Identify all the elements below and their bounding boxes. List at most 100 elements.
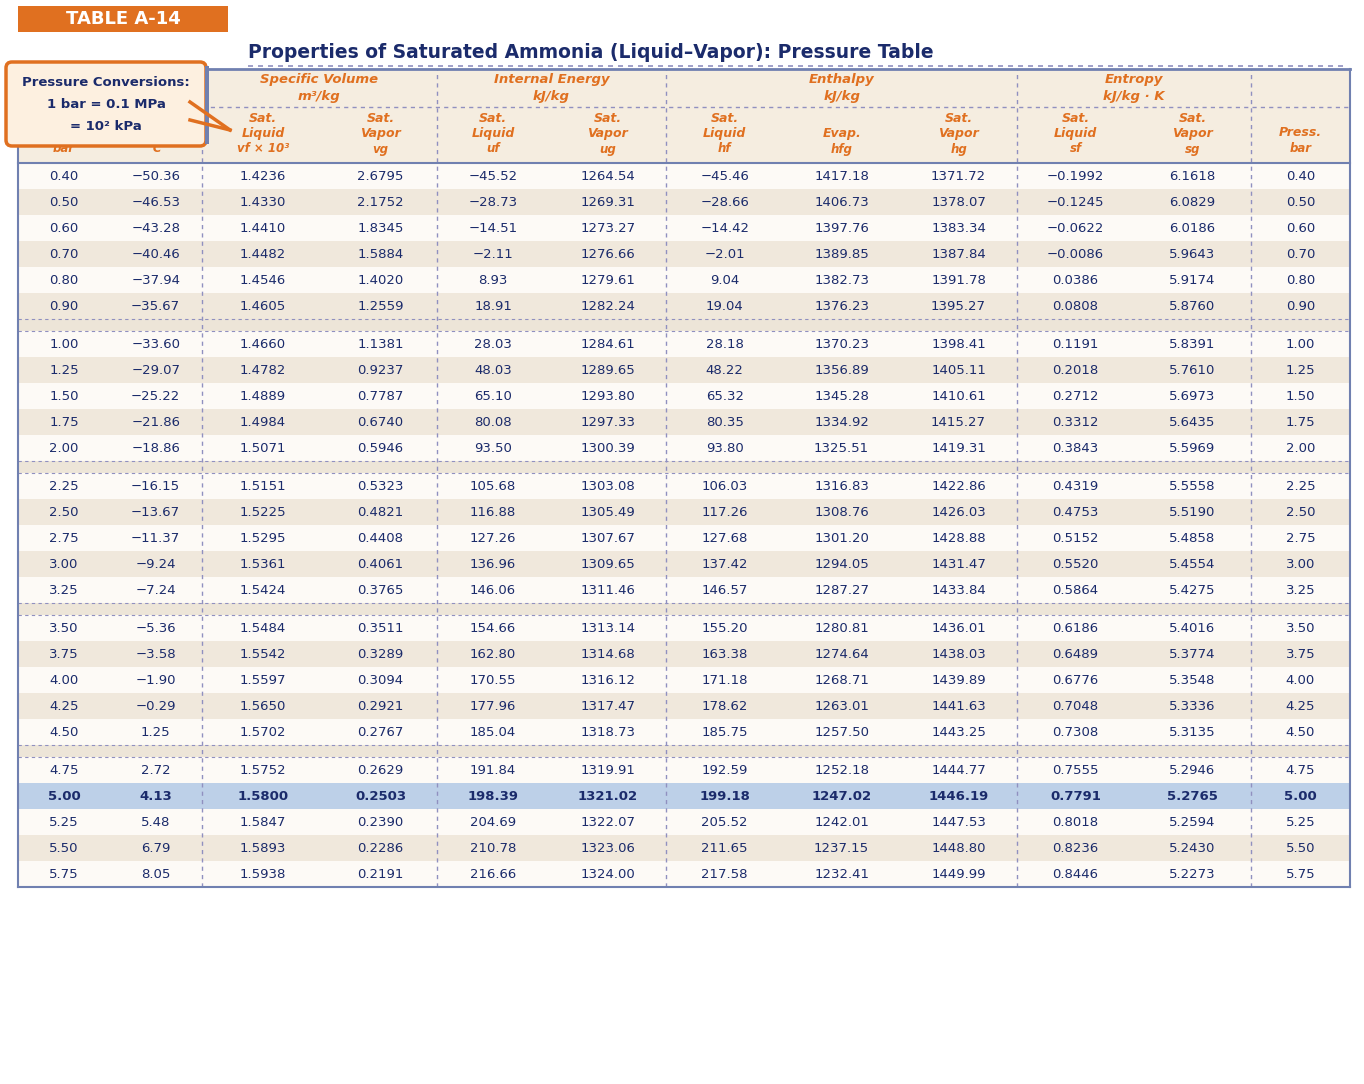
Text: 1444.77: 1444.77 xyxy=(932,763,986,776)
Text: 93.80: 93.80 xyxy=(705,441,743,454)
Text: 1438.03: 1438.03 xyxy=(932,647,986,660)
Text: 0.5946: 0.5946 xyxy=(357,441,404,454)
Text: 6.79: 6.79 xyxy=(140,841,170,854)
Text: 1.8345: 1.8345 xyxy=(357,221,404,234)
Text: 0.3289: 0.3289 xyxy=(357,647,404,660)
Text: 5.9643: 5.9643 xyxy=(1169,247,1215,260)
Bar xyxy=(18,435,1350,461)
Text: 1422.86: 1422.86 xyxy=(932,479,986,492)
Text: vg: vg xyxy=(372,142,389,155)
Text: 1.5484: 1.5484 xyxy=(240,621,286,634)
Text: 0.7787: 0.7787 xyxy=(357,389,404,402)
Text: 1441.63: 1441.63 xyxy=(932,699,986,712)
Text: 0.2921: 0.2921 xyxy=(357,699,404,712)
Text: −7.24: −7.24 xyxy=(135,583,176,596)
Text: 5.50: 5.50 xyxy=(49,841,79,854)
Text: Liquid: Liquid xyxy=(472,127,514,140)
Text: Sat.: Sat. xyxy=(248,113,277,126)
Text: 1.25: 1.25 xyxy=(140,725,170,738)
Text: 1.25: 1.25 xyxy=(1286,363,1315,376)
Text: 1324.00: 1324.00 xyxy=(581,867,636,880)
Text: sg: sg xyxy=(1185,142,1200,155)
Text: 1405.11: 1405.11 xyxy=(932,363,986,376)
Text: −9.24: −9.24 xyxy=(135,557,176,570)
Text: 5.75: 5.75 xyxy=(49,867,79,880)
Text: 4.75: 4.75 xyxy=(49,763,79,776)
Text: 0.3843: 0.3843 xyxy=(1053,441,1098,454)
Text: Entropy
kJ/kg · K: Entropy kJ/kg · K xyxy=(1103,73,1165,103)
Text: hf: hf xyxy=(717,142,731,155)
Text: Sat.: Sat. xyxy=(367,113,394,126)
Text: 1308.76: 1308.76 xyxy=(814,505,869,518)
Text: 4.50: 4.50 xyxy=(1286,725,1315,738)
Text: 1269.31: 1269.31 xyxy=(580,195,636,208)
Text: 136.96: 136.96 xyxy=(471,557,516,570)
Text: 217.58: 217.58 xyxy=(701,867,747,880)
Text: 106.03: 106.03 xyxy=(701,479,747,492)
Text: 1.5752: 1.5752 xyxy=(240,763,286,776)
Text: hfg: hfg xyxy=(831,142,852,155)
Text: 1279.61: 1279.61 xyxy=(580,273,636,286)
Text: 1.00: 1.00 xyxy=(49,337,79,350)
Text: 0.60: 0.60 xyxy=(1286,221,1315,234)
Text: 1356.89: 1356.89 xyxy=(814,363,869,376)
Text: 5.3548: 5.3548 xyxy=(1169,673,1215,686)
Text: hg: hg xyxy=(951,142,967,155)
Text: 177.96: 177.96 xyxy=(469,699,516,712)
Text: 1.75: 1.75 xyxy=(49,415,79,428)
Text: 198.39: 198.39 xyxy=(468,789,518,802)
Text: 1406.73: 1406.73 xyxy=(814,195,869,208)
Text: 1232.41: 1232.41 xyxy=(814,867,869,880)
Text: 5.48: 5.48 xyxy=(140,815,170,828)
Text: Sat.: Sat. xyxy=(593,113,622,126)
Text: Properties of Saturated Ammonia (Liquid–Vapor): Pressure Table: Properties of Saturated Ammonia (Liquid–… xyxy=(248,42,933,62)
Bar xyxy=(18,783,1350,809)
Text: Liquid: Liquid xyxy=(241,127,285,140)
Text: 5.00: 5.00 xyxy=(1284,789,1316,802)
Text: −2.11: −2.11 xyxy=(473,247,513,260)
Text: 0.90: 0.90 xyxy=(1286,299,1315,312)
Text: 1316.12: 1316.12 xyxy=(580,673,636,686)
Text: −43.28: −43.28 xyxy=(131,221,180,234)
Text: 178.62: 178.62 xyxy=(701,699,747,712)
Text: 3.50: 3.50 xyxy=(1286,621,1315,634)
Text: 1.5424: 1.5424 xyxy=(240,583,286,596)
Text: 1428.88: 1428.88 xyxy=(932,531,986,544)
Text: 0.40: 0.40 xyxy=(49,169,79,182)
Text: −1.90: −1.90 xyxy=(135,673,176,686)
Text: 0.6186: 0.6186 xyxy=(1053,621,1098,634)
Text: 1282.24: 1282.24 xyxy=(580,299,636,312)
Text: −0.29: −0.29 xyxy=(135,699,176,712)
Text: 171.18: 171.18 xyxy=(701,673,747,686)
Text: 210.78: 210.78 xyxy=(469,841,516,854)
Text: 4.25: 4.25 xyxy=(1286,699,1315,712)
Text: 48.03: 48.03 xyxy=(475,363,512,376)
Text: 2.75: 2.75 xyxy=(1286,531,1315,544)
Text: 0.8236: 0.8236 xyxy=(1053,841,1098,854)
Text: 1318.73: 1318.73 xyxy=(580,725,636,738)
Bar xyxy=(18,809,1350,835)
Text: 5.8760: 5.8760 xyxy=(1169,299,1215,312)
Text: 1.4660: 1.4660 xyxy=(240,337,286,350)
Text: 0.60: 0.60 xyxy=(49,221,79,234)
Text: 1.4482: 1.4482 xyxy=(240,247,286,260)
Text: TABLE A-14: TABLE A-14 xyxy=(65,10,180,28)
Text: 1322.07: 1322.07 xyxy=(580,815,636,828)
Text: 1389.85: 1389.85 xyxy=(814,247,869,260)
Text: 0.5323: 0.5323 xyxy=(357,479,404,492)
Text: 6.0829: 6.0829 xyxy=(1169,195,1215,208)
Text: 1263.01: 1263.01 xyxy=(814,699,869,712)
Text: 4.50: 4.50 xyxy=(49,725,79,738)
Text: 0.5864: 0.5864 xyxy=(1053,583,1098,596)
Text: 1.5938: 1.5938 xyxy=(240,867,286,880)
Text: 163.38: 163.38 xyxy=(701,647,747,660)
Text: 2.72: 2.72 xyxy=(140,763,170,776)
Text: 1.5071: 1.5071 xyxy=(240,441,286,454)
Text: 1.5650: 1.5650 xyxy=(240,699,286,712)
Text: 127.26: 127.26 xyxy=(469,531,517,544)
Text: 2.50: 2.50 xyxy=(49,505,79,518)
Text: −45.52: −45.52 xyxy=(468,169,518,182)
Text: −3.58: −3.58 xyxy=(135,647,176,660)
Text: 5.2594: 5.2594 xyxy=(1169,815,1215,828)
Text: 1303.08: 1303.08 xyxy=(581,479,636,492)
